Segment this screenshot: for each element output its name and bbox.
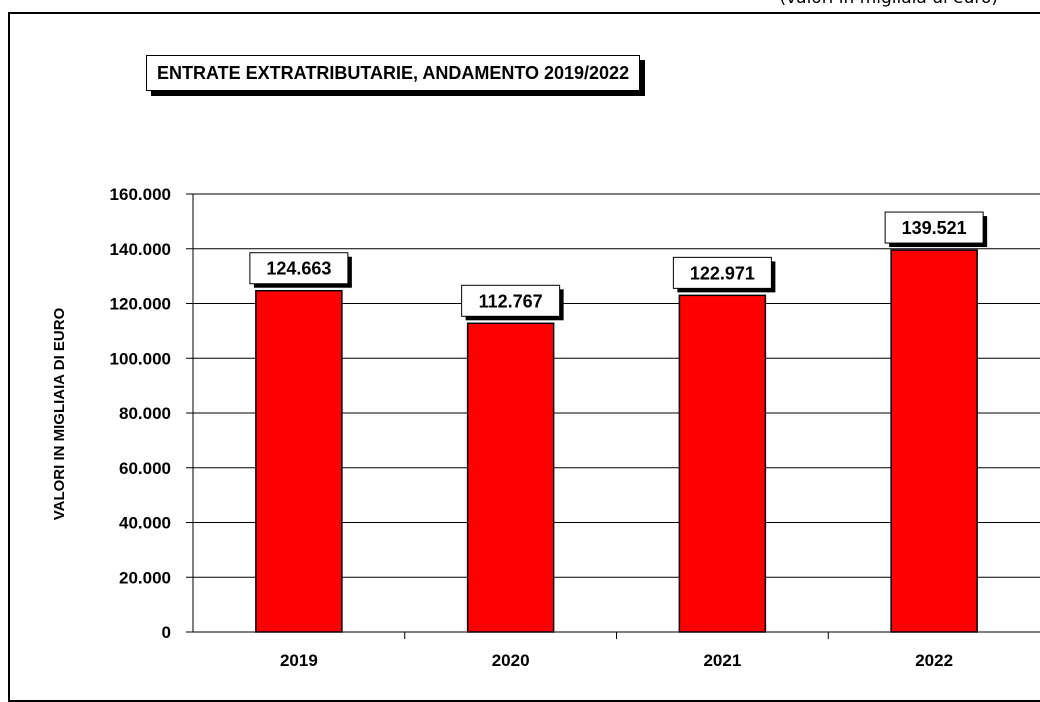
- x-tick-label: 2021: [703, 651, 741, 670]
- y-tick-label: 100.000: [110, 349, 171, 368]
- value-label-2021: 122.971: [690, 263, 755, 283]
- bars: [255, 249, 978, 633]
- value-label-box: [884, 211, 984, 244]
- value-label-2019: 124.663: [266, 259, 331, 279]
- y-tick-label: 60.000: [119, 459, 171, 478]
- bar-2021: [678, 294, 767, 633]
- y-tick-label: 0: [162, 623, 171, 642]
- value-labels: 124.663 112.767 122.971 139.521: [249, 211, 988, 321]
- y-tick-label: 160.000: [110, 185, 171, 204]
- y-tick-label: 80.000: [119, 404, 171, 423]
- chart-title: ENTRATE EXTRATRIBUTARIE, ANDAMENTO 2019/…: [146, 55, 641, 91]
- value-label-box: [461, 284, 561, 317]
- y-tick-label: 20.000: [119, 568, 171, 587]
- x-tick-label: 2022: [915, 651, 953, 670]
- value-label-box: [249, 252, 349, 285]
- axes: 0 20.000 40.000 60.000 80.000 100.000 120.000 1…: [110, 185, 1040, 670]
- y-axis-label: VALORI IN MIGLIAIA DI EURO: [51, 307, 68, 520]
- chart-title-text: ENTRATE EXTRATRIBUTARIE, ANDAMENTO 2019/…: [157, 62, 630, 83]
- y-tick-label: 40.000: [119, 514, 171, 533]
- bar-2022: [890, 249, 978, 633]
- y-tick-label: 120.000: [110, 295, 171, 314]
- value-label-box: [672, 256, 772, 289]
- value-label-2020: 112.767: [479, 291, 543, 311]
- value-label-2022: 139.521: [902, 218, 967, 238]
- x-tick-label: 2019: [280, 651, 318, 670]
- bar-2020: [466, 322, 555, 633]
- bar-2019: [255, 289, 343, 633]
- x-tick-label: 2020: [492, 651, 530, 670]
- unit-note: (valori in migliaia di euro): [779, 0, 998, 8]
- y-tick-label: 140.000: [110, 240, 171, 259]
